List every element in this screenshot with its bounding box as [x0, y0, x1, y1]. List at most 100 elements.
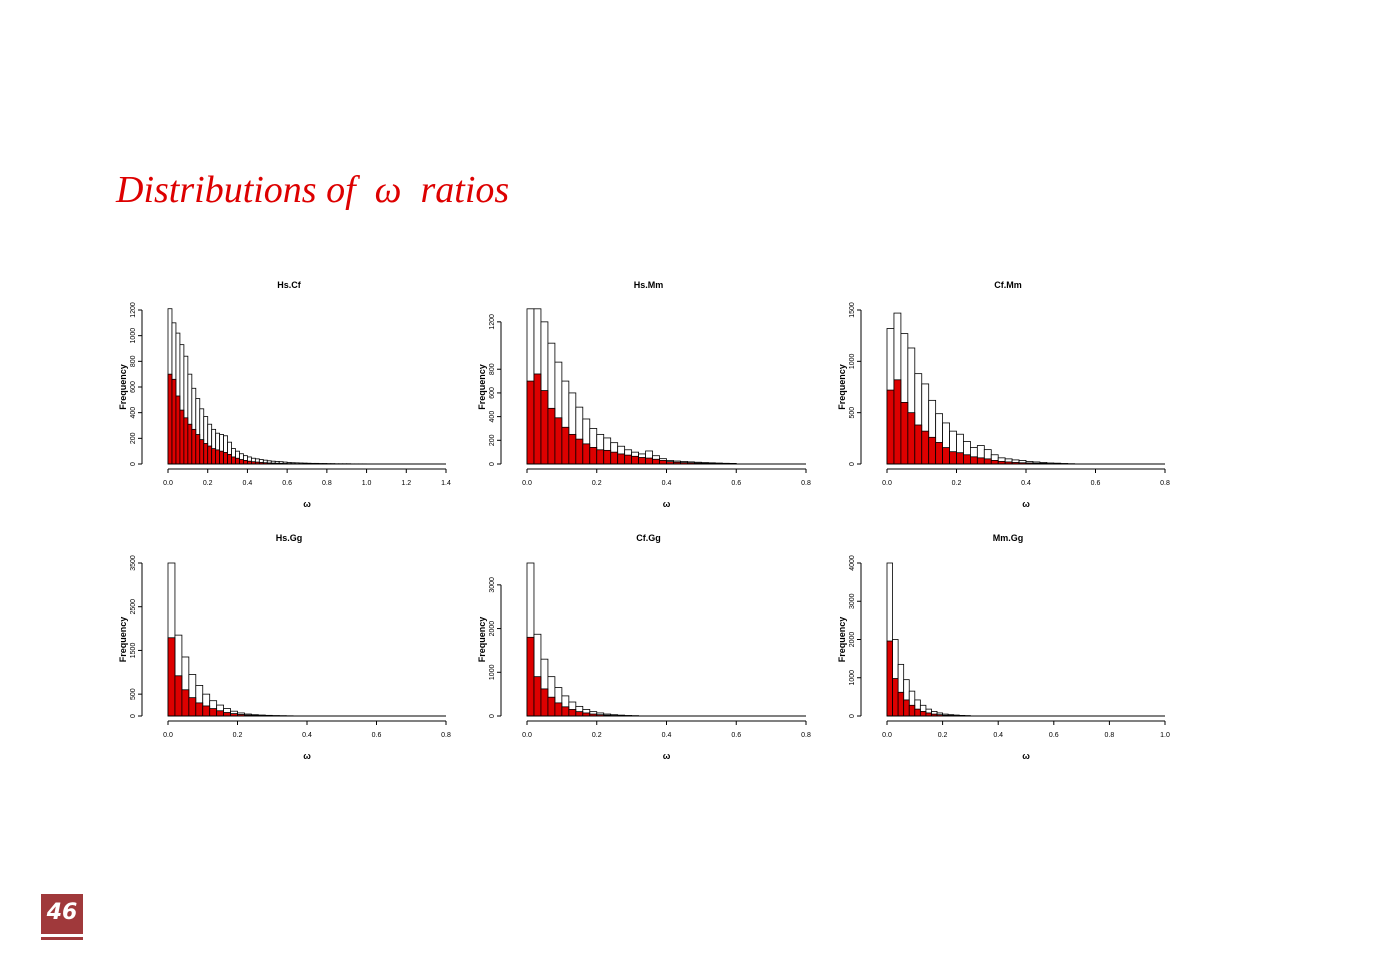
bar-red [223, 452, 228, 465]
y-tick-label: 3500 [130, 555, 137, 571]
x-tick-label: 0.2 [938, 732, 948, 739]
bar-red [547, 696, 556, 717]
bar-red [540, 688, 549, 717]
x-tick-label: 0.8 [1160, 480, 1170, 487]
x-tick-label: 0.0 [522, 480, 532, 487]
y-tick-label: 400 [130, 407, 137, 419]
x-tick-label: 0.4 [993, 732, 1003, 739]
x-axis-label: ω [663, 751, 671, 761]
x-tick-label: 0.0 [163, 732, 173, 739]
x-tick-label: 0.2 [233, 732, 243, 739]
bar-red [561, 706, 570, 717]
bar-red [227, 453, 232, 465]
y-tick-label: 0 [130, 714, 137, 718]
histogram-Cf.Gg: Cf.Gg 0.0 0.2 0.4 0.6 0.8 ω 0 1000 2000 3000 Freque… [477, 533, 811, 761]
chart-title: Cf.Mm [994, 280, 1022, 290]
bar-red [956, 452, 964, 465]
bar-red [942, 447, 950, 465]
x-tick-label: 0.2 [952, 480, 962, 487]
bar-red [239, 459, 244, 465]
y-axis-label: Frequency [477, 364, 487, 410]
chart-title: Mm.Gg [993, 533, 1024, 543]
y-axis-label: Frequency [118, 617, 128, 663]
y-tick-label: 3000 [849, 593, 856, 609]
bar-red [533, 373, 542, 465]
x-tick-label: 0.2 [203, 480, 213, 487]
y-tick-label: 1000 [849, 670, 856, 686]
bar-red [188, 697, 197, 717]
x-tick-label: 1.0 [1160, 732, 1170, 739]
bar-red [624, 454, 633, 465]
y-axis-label: Frequency [477, 617, 487, 663]
x-tick-label: 0.4 [662, 480, 672, 487]
bar-red [568, 709, 577, 717]
y-tick-label: 200 [489, 434, 496, 446]
bar-red [171, 378, 177, 465]
bar-red [219, 450, 224, 465]
bar-red [970, 456, 978, 465]
bar-red [919, 711, 927, 717]
bar-red [183, 417, 189, 465]
bar-red [603, 449, 612, 465]
histogram-Hs.Cf: Hs.Cf 0.0 0.2 0.4 0.6 0.8 1.0 1.2 1.4 ω 0 200 400 600… [118, 280, 451, 509]
bar-red [990, 460, 999, 465]
y-tick-label: 2000 [849, 632, 856, 648]
y-tick-label: 400 [489, 411, 496, 423]
bar-red [617, 453, 626, 465]
chart-title: Cf.Gg [636, 533, 661, 543]
bar-red [561, 426, 570, 465]
y-tick-label: 500 [130, 688, 137, 700]
y-tick-label: 1500 [849, 302, 856, 318]
bar-red [886, 389, 895, 465]
x-tick-label: 0.0 [882, 732, 892, 739]
x-tick-label: 0.4 [1021, 480, 1031, 487]
bar-red [652, 458, 660, 465]
x-tick-label: 0.8 [441, 732, 451, 739]
bar-red [645, 457, 653, 465]
y-tick-label: 0 [849, 714, 856, 718]
bar-red [907, 412, 916, 465]
y-tick-label: 600 [489, 387, 496, 399]
bar-red [199, 439, 205, 465]
x-tick-label: 0.0 [522, 732, 532, 739]
x-tick-label: 0.2 [592, 480, 602, 487]
x-tick-label: 0.6 [1091, 480, 1101, 487]
x-tick-label: 0.6 [282, 480, 292, 487]
bar-red [983, 458, 992, 465]
bar-red [596, 449, 605, 465]
bar-red [610, 451, 619, 465]
y-tick-label: 1500 [130, 643, 137, 659]
bar-red [216, 710, 224, 717]
x-axis-label: ω [1022, 751, 1030, 761]
y-tick-label: 2000 [489, 621, 496, 637]
bar-red [976, 457, 985, 465]
y-tick-label: 2500 [130, 599, 137, 615]
bar-red [235, 457, 240, 465]
x-tick-label: 1.0 [362, 480, 372, 487]
y-tick-label: 500 [849, 407, 856, 419]
x-tick-label: 0.2 [592, 732, 602, 739]
y-tick-label: 1000 [130, 328, 137, 344]
bar-red [949, 451, 957, 465]
y-tick-label: 1200 [489, 314, 496, 330]
bar-red [203, 443, 209, 465]
y-tick-label: 800 [130, 355, 137, 367]
bar-red [215, 449, 221, 465]
x-tick-label: 0.0 [882, 480, 892, 487]
y-tick-label: 800 [489, 363, 496, 375]
histogram-Mm.Gg: Mm.Gg 0.0 0.2 0.4 0.6 0.8 1.0 ω 0 1000 2000 3000 400… [837, 533, 1170, 761]
bar-red [174, 675, 183, 717]
bar-red [908, 704, 916, 717]
x-tick-label: 0.6 [372, 732, 382, 739]
bar-red [554, 417, 563, 465]
histogram-Hs.Gg: Hs.Gg 0.0 0.2 0.4 0.6 0.8 ω 0 500 1500 2500 3500 Fre… [118, 533, 451, 761]
bar-red [202, 705, 211, 717]
x-tick-label: 0.4 [662, 732, 672, 739]
bar-red [540, 390, 549, 465]
bar-red [963, 454, 971, 465]
x-axis-label: ω [663, 499, 671, 509]
x-tick-label: 0.8 [1105, 732, 1115, 739]
bar-red [195, 434, 201, 465]
bar-red [181, 689, 190, 717]
y-tick-label: 0 [489, 462, 496, 466]
